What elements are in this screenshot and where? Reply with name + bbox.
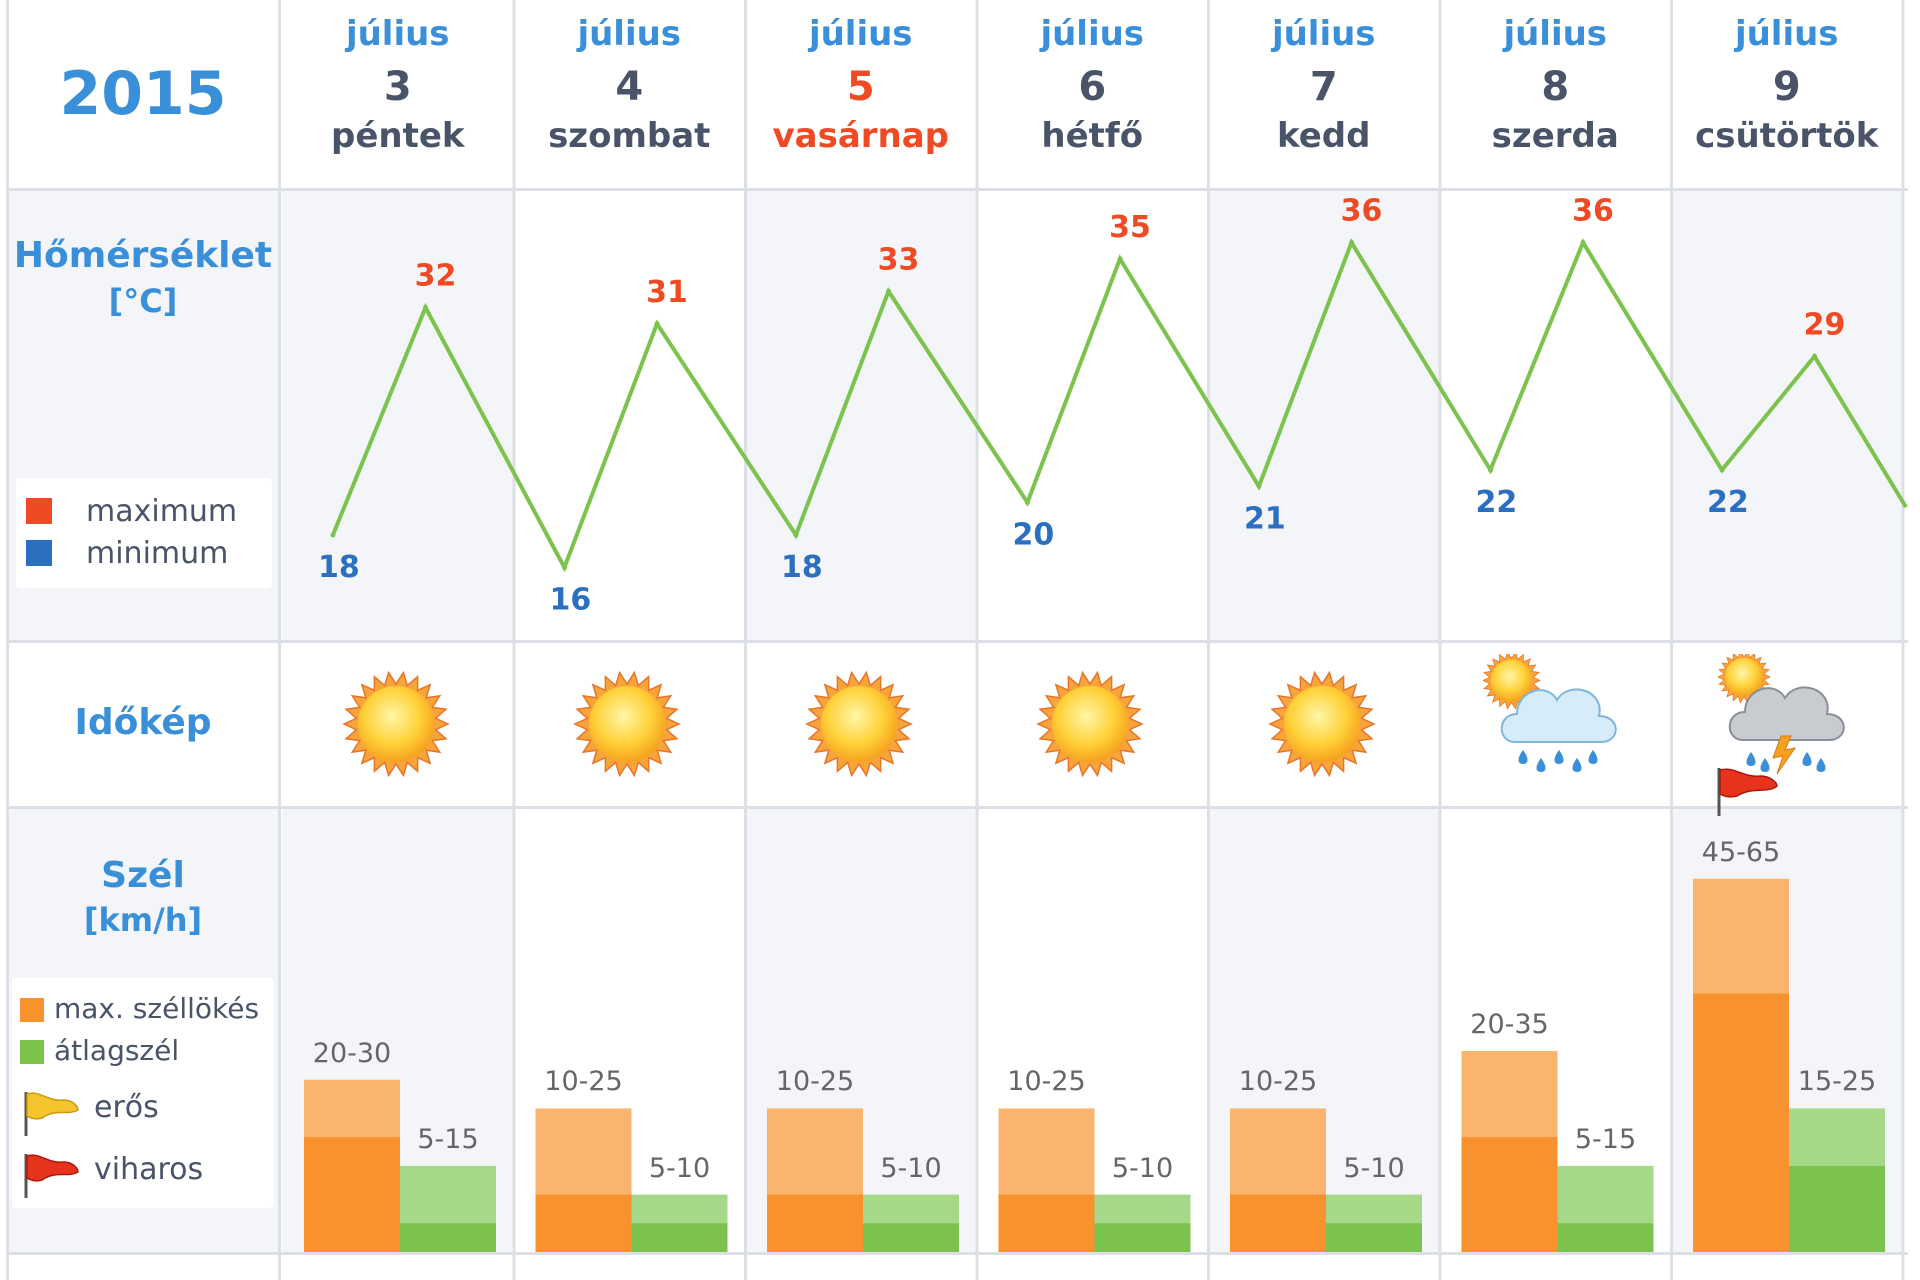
col-divider <box>278 0 281 1280</box>
avg-range-label: 5-15 <box>1574 1123 1637 1155</box>
strong-wind-flag-icon <box>24 1092 79 1136</box>
col-divider <box>1670 0 1673 1280</box>
temp-column-bg <box>1439 190 1671 640</box>
row-divider <box>8 188 1908 191</box>
strong-legend-label: erős <box>94 1090 159 1125</box>
temp-column-bg <box>976 190 1208 640</box>
avg-range-label: 5-10 <box>880 1152 942 1184</box>
sun-icon <box>804 670 913 778</box>
rain-cloud-sun-icon <box>1483 654 1617 772</box>
col-divider <box>6 0 9 1280</box>
gust-legend-label: max. széllökés <box>54 992 260 1025</box>
gust-range-label: 10-25 <box>775 1066 855 1098</box>
day-header: július 3 péntek <box>282 0 514 188</box>
col-divider <box>1438 0 1442 1280</box>
day-header: július 6 hétfő <box>977 0 1209 188</box>
day-weekday: hétfő <box>1041 116 1144 156</box>
maximum-swatch <box>26 498 52 524</box>
day-number: 7 <box>1309 64 1338 110</box>
sun-icon <box>573 670 682 778</box>
col-divider <box>1207 0 1210 1280</box>
storm-flag-icon <box>1717 767 1778 816</box>
wind-column-bg <box>745 808 977 1252</box>
wind-column-bg <box>1671 808 1903 1252</box>
day-weekday: kedd <box>1277 116 1371 156</box>
wind-legend: max. széllökés átlagszél erős viharos <box>12 978 274 1208</box>
temperature-unit: [°C] <box>108 282 178 320</box>
col-divider <box>744 0 747 1280</box>
temp-column-bg <box>282 190 514 640</box>
wind-column-bg <box>282 808 514 1252</box>
row-divider <box>8 640 1908 643</box>
minimum-swatch <box>26 540 52 566</box>
day-weekday: csütörtök <box>1695 116 1879 156</box>
col-divider <box>512 0 516 1280</box>
maximum-legend-label: maximum <box>86 494 238 529</box>
avg-legend-label: átlagszél <box>54 1034 180 1067</box>
sun-icon <box>1267 670 1376 778</box>
day-month: július <box>577 14 682 54</box>
temp-column-bg <box>1208 190 1440 640</box>
day-month: július <box>1503 14 1608 54</box>
day-header: július 9 csütörtök <box>1671 0 1903 188</box>
avg-range-label: 5-15 <box>417 1123 479 1155</box>
sun-icon <box>341 670 450 778</box>
col-divider <box>1901 0 1905 1280</box>
wind-row-label: Szél <box>101 855 185 896</box>
day-number: 8 <box>1541 64 1570 110</box>
storm-legend-label: viharos <box>94 1152 204 1187</box>
row-divider <box>8 1252 1908 1255</box>
wind-column-bg <box>976 808 1208 1252</box>
year-heading: 2015 <box>59 59 227 129</box>
temp-column-bg <box>1671 190 1903 640</box>
day-header: július 4 szombat <box>514 0 746 188</box>
avg-range-label: 5-10 <box>1111 1152 1174 1184</box>
day-header: július 8 szerda <box>1440 0 1672 188</box>
wind-column-bg <box>513 808 745 1252</box>
sun-icon <box>1036 670 1145 778</box>
avg-range-label: 5-10 <box>1343 1152 1405 1184</box>
day-month: július <box>1734 14 1839 54</box>
temperature-row-label: Hőmérséklet <box>13 235 273 276</box>
storm-flag-icon <box>24 1154 79 1198</box>
day-header: július 5 vasárnap <box>745 0 977 188</box>
gust-range-label: 20-30 <box>312 1037 392 1069</box>
day-month: július <box>345 14 450 54</box>
temperature-legend: maximum minimum <box>16 478 272 588</box>
day-month: július <box>1271 14 1376 54</box>
gust-range-label: 10-25 <box>1238 1066 1318 1098</box>
weather-row-label: Időkép <box>74 702 212 743</box>
gust-range-label: 20-35 <box>1470 1009 1549 1040</box>
wind-unit: [km/h] <box>83 901 203 939</box>
wind-column-bg <box>1208 808 1440 1252</box>
gust-range-label: 10-25 <box>1007 1066 1086 1098</box>
row-divider <box>8 806 1908 809</box>
day-number: 3 <box>383 64 412 110</box>
day-weekday: péntek <box>330 116 465 156</box>
day-number: 4 <box>615 64 644 110</box>
minimum-legend-label: minimum <box>86 536 229 571</box>
gust-range-label: 45-65 <box>1701 836 1781 868</box>
gust-swatch <box>20 998 44 1022</box>
day-number: 6 <box>1078 64 1107 110</box>
avg-range-label: 15-25 <box>1797 1066 1877 1098</box>
day-number: 9 <box>1772 64 1801 110</box>
temp-column-bg <box>745 190 977 640</box>
gust-range-label: 10-25 <box>544 1066 623 1098</box>
day-weekday: vasárnap <box>772 116 950 156</box>
day-month: július <box>1040 14 1145 54</box>
temp-column-bg <box>513 190 745 640</box>
avg-range-label: 5-10 <box>648 1152 711 1184</box>
day-month: július <box>808 14 913 54</box>
thunderstorm-cloud-icon <box>1716 654 1845 775</box>
day-number: 5 <box>846 64 875 110</box>
avg-swatch <box>20 1040 44 1064</box>
day-header: július 7 kedd <box>1208 0 1440 188</box>
col-divider <box>975 0 979 1280</box>
day-weekday: szombat <box>548 116 711 156</box>
day-weekday: szerda <box>1491 116 1619 156</box>
